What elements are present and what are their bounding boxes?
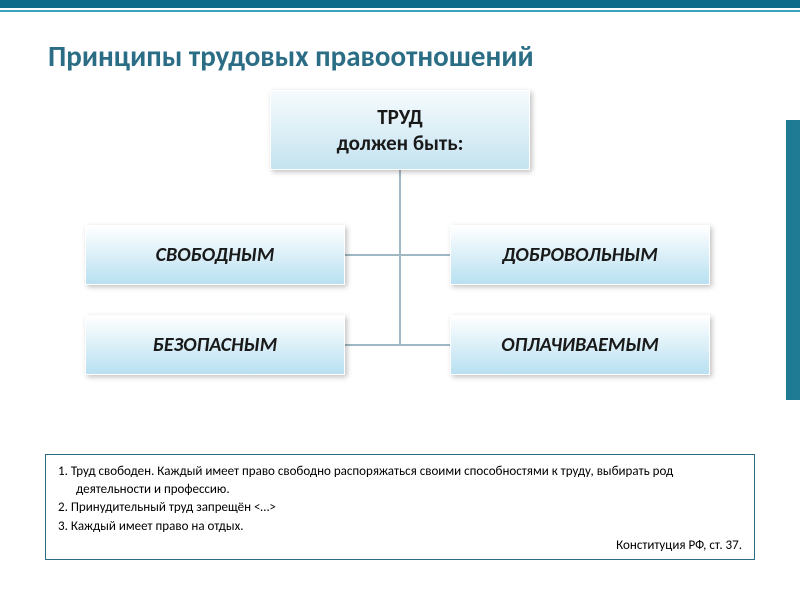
child-node-voluntary: ДОБРОВОЛЬНЫМ xyxy=(450,225,710,285)
quote-item: Труд свободен. Каждый имеет право свобод… xyxy=(58,463,742,498)
connector-h-row2 xyxy=(345,344,450,346)
root-line1: ТРУД xyxy=(377,104,423,130)
quote-list: Труд свободен. Каждый имеет право свобод… xyxy=(58,463,742,535)
quote-item: Принудительный труд запрещён <…> xyxy=(58,499,742,517)
child-node-paid: ОПЛАЧИВАЕМЫМ xyxy=(450,315,710,375)
connector-v-main xyxy=(399,170,401,345)
quote-box: Труд свободен. Каждый имеет право свобод… xyxy=(45,454,755,560)
child-node-safe: БЕЗОПАСНЫМ xyxy=(85,315,345,375)
child-label: ДОБРОВОЛЬНЫМ xyxy=(502,243,658,267)
root-line2: должен быть: xyxy=(337,130,464,156)
top-border-thick xyxy=(0,0,800,8)
page-title: Принципы трудовых правоотношений xyxy=(48,38,534,74)
child-label: БЕЗОПАСНЫМ xyxy=(153,333,277,357)
quote-item: Каждый имеет право на отдых. xyxy=(58,518,742,536)
child-label: СВОБОДНЫМ xyxy=(156,243,275,267)
root-node: ТРУД должен быть: xyxy=(270,90,530,170)
connector-h-row1 xyxy=(345,254,450,256)
slide-top-border xyxy=(0,0,800,10)
child-node-free: СВОБОДНЫМ xyxy=(85,225,345,285)
side-accent xyxy=(786,120,800,400)
quote-citation: Конституция РФ, ст. 37. xyxy=(58,537,742,555)
child-label: ОПЛАЧИВАЕМЫМ xyxy=(501,333,659,357)
top-border-thin xyxy=(0,10,800,12)
